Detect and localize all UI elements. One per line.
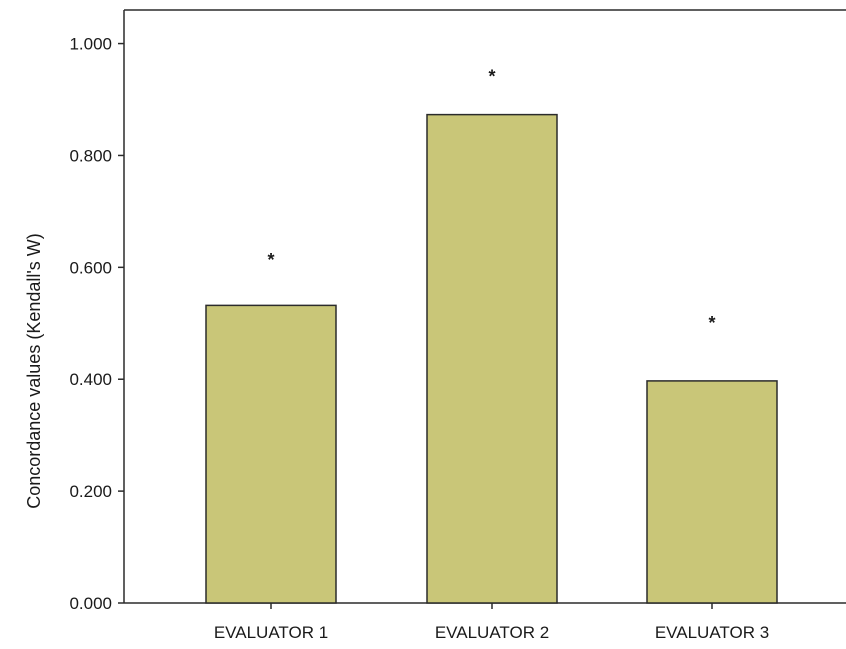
significance-marker: * — [488, 66, 495, 86]
bar — [426, 113, 558, 604]
bars — [205, 113, 778, 604]
y-tick-label: 0.600 — [69, 258, 112, 277]
y-tick-label: 0.000 — [69, 594, 112, 613]
y-tick-label: 0.200 — [69, 482, 112, 501]
y-tick-label: 0.800 — [69, 146, 112, 165]
y-tick-label: 0.400 — [69, 370, 112, 389]
x-tick-label: EVALUATOR 1 — [214, 623, 328, 642]
significance-markers: * * * — [267, 66, 715, 333]
x-tick-label: EVALUATOR 2 — [435, 623, 549, 642]
y-axis-label: Concordance values (Kendall's W) — [24, 233, 44, 509]
bar — [205, 304, 337, 604]
significance-marker: * — [708, 313, 715, 333]
bar — [646, 380, 778, 604]
x-axis-ticks: EVALUATOR 1 EVALUATOR 2 EVALUATOR 3 — [214, 603, 769, 642]
significance-marker: * — [267, 250, 274, 270]
y-tick-label: 1.000 — [69, 35, 112, 54]
x-tick-label: EVALUATOR 3 — [655, 623, 769, 642]
y-axis-ticks: 0.000 0.200 0.400 0.600 0.800 1.000 — [69, 35, 124, 613]
